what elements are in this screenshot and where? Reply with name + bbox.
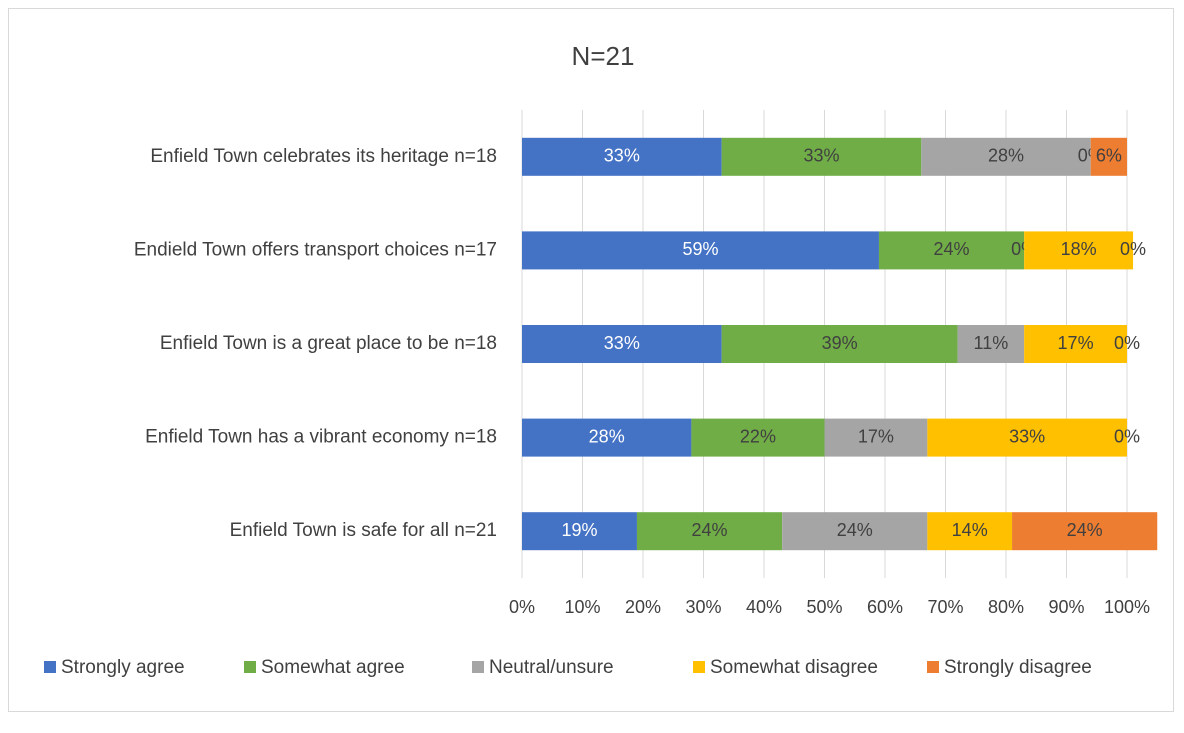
data-label: 19% xyxy=(561,520,597,540)
data-label: 0% xyxy=(1114,426,1140,446)
bar-segment xyxy=(721,325,958,363)
legend-swatch xyxy=(44,661,56,673)
legend-label: Neutral/unsure xyxy=(489,657,614,678)
data-label: 28% xyxy=(589,426,625,446)
bar-segment xyxy=(1024,325,1127,363)
data-label: 0% xyxy=(1114,333,1140,353)
data-label: 28% xyxy=(988,146,1024,166)
bar-segment xyxy=(522,512,637,551)
x-tick-label: 100% xyxy=(1104,597,1150,617)
category-label: Enfield Town is a great place to be n=18 xyxy=(160,333,497,354)
legend-label: Somewhat disagree xyxy=(710,657,878,678)
data-label: 59% xyxy=(682,239,718,259)
legend-swatch xyxy=(244,661,256,673)
legend-label: Strongly disagree xyxy=(944,657,1092,678)
data-label: 24% xyxy=(837,520,873,540)
data-label: 11% xyxy=(974,333,1009,353)
legend-label: Strongly agree xyxy=(61,657,185,678)
data-label: 18% xyxy=(1061,239,1097,259)
bar-segment xyxy=(522,325,722,363)
x-tick-label: 80% xyxy=(988,597,1024,617)
data-label: 22% xyxy=(740,426,776,446)
x-tick-label: 60% xyxy=(867,597,903,617)
data-label: 17% xyxy=(1058,333,1094,353)
data-label: 6% xyxy=(1096,146,1122,166)
x-tick-label: 40% xyxy=(746,597,782,617)
data-label: 14% xyxy=(952,520,988,540)
bar-segment xyxy=(721,137,922,176)
bar-segment xyxy=(957,325,1025,363)
data-label: 24% xyxy=(934,239,970,259)
x-tick-label: 90% xyxy=(1048,597,1084,617)
chart-title: N=21 xyxy=(572,41,635,71)
bar-segment xyxy=(927,418,1127,457)
bar-segment xyxy=(1090,137,1127,176)
bar-segment xyxy=(1012,512,1158,551)
legend-swatch xyxy=(693,661,705,673)
data-label: 33% xyxy=(604,146,640,166)
bar-segment xyxy=(522,418,692,457)
legend-swatch xyxy=(472,661,484,673)
data-label: 39% xyxy=(822,333,858,353)
legend-swatch xyxy=(927,661,939,673)
category-label: Enfield Town celebrates its heritage n=1… xyxy=(150,146,497,167)
x-tick-label: 0% xyxy=(509,597,535,617)
bar-segment xyxy=(878,231,1025,270)
data-label: 33% xyxy=(1009,426,1045,446)
data-label: 24% xyxy=(692,520,728,540)
bar-segment xyxy=(782,512,928,551)
bar-segment xyxy=(522,137,722,176)
bar-segment xyxy=(824,418,928,457)
bar-segment xyxy=(927,512,1013,551)
bar-segment xyxy=(522,231,879,270)
bar-segment xyxy=(1024,231,1134,270)
x-tick-label: 10% xyxy=(564,597,600,617)
data-label: 24% xyxy=(1067,520,1103,540)
x-tick-label: 70% xyxy=(927,597,963,617)
category-label: Endield Town offers transport choices n=… xyxy=(134,239,497,260)
category-label: Enfield Town is safe for all n=21 xyxy=(230,520,497,541)
legend-label: Somewhat agree xyxy=(261,657,405,678)
data-label: 17% xyxy=(858,426,894,446)
x-tick-label: 30% xyxy=(685,597,721,617)
bar-segment xyxy=(921,137,1091,176)
bar-segment xyxy=(691,418,825,457)
data-label: 33% xyxy=(803,146,839,166)
x-tick-label: 50% xyxy=(806,597,842,617)
data-label: 0% xyxy=(1120,239,1146,259)
bar-segment xyxy=(636,512,783,551)
data-label: 33% xyxy=(604,333,640,353)
category-label: Enfield Town has a vibrant economy n=18 xyxy=(145,427,497,448)
x-tick-label: 20% xyxy=(625,597,661,617)
